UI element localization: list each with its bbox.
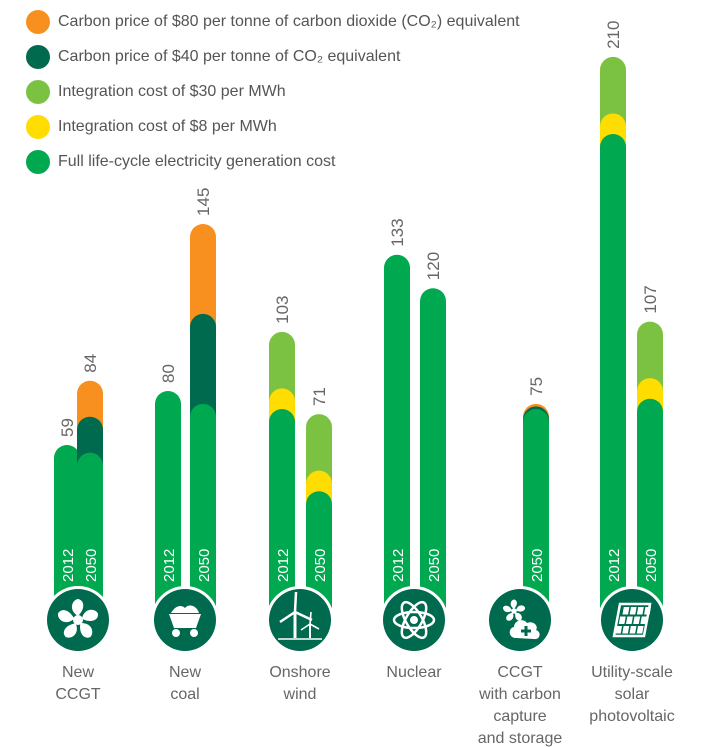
value-label: 103 [273,296,292,324]
category-label-line: capture [493,708,547,725]
category-label-line: CCGT [55,686,101,703]
category-label-line: photovoltaic [589,708,675,725]
legend-label: Carbon price of $80 per tonne of carbon … [58,12,520,30]
year-label: 2050 [529,549,546,582]
legend-item-integ8: Integration cost of $8 per MWh [26,109,520,144]
year-label: 2012 [390,549,407,582]
bar-2012: 59 2012 [54,418,80,620]
value-label: 120 [424,252,443,280]
bar-2012: 210 2012 [600,21,626,620]
icon-circle [269,589,331,651]
wind-turbine-icon [278,591,322,640]
category-group: 80 2012 145 2050 [151,188,219,654]
category-label-line: solar [614,686,650,703]
category-label-line: CCGT [497,664,543,681]
bar-segment-base [523,408,549,620]
category-label-line: New [168,664,201,681]
year-label: 2050 [83,549,100,582]
bar-segment-base [269,408,295,620]
year-label: 2012 [275,549,292,582]
legend-swatch [26,149,50,174]
category-label-line: Nuclear [386,664,442,681]
category-group: 59 2012 84 2050 [44,354,112,654]
bar-segment-base [77,452,103,620]
value-label: 210 [604,21,623,49]
bar-segment-base [384,254,410,621]
bar-2050: 84 2050 [77,354,103,620]
bar-2050: 71 2050 [306,387,332,620]
legend-swatch [26,9,50,34]
category-label: Utility-scale solar photovoltaic [567,662,697,728]
value-label: 80 [159,364,178,383]
category-label: Onshore wind [235,662,365,706]
value-label: 75 [527,377,546,396]
category-group: 210 2012 107 2050 [598,21,666,654]
category-group: 103 2012 71 2050 [266,296,334,654]
year-label: 2050 [426,549,443,582]
bar-2050: 120 2050 [420,252,446,620]
legend-item-base: Full life-cycle electricity generation c… [26,144,520,179]
year-label: 2012 [606,549,623,582]
category-label: Nuclear [349,662,479,684]
category-label-line: Utility-scale [591,664,673,681]
legend-label: Integration cost of $8 per MWh [58,117,277,135]
coal-cart-icon [169,605,201,637]
category-label: CCGT with carbon capture and storage [455,662,585,747]
category-label-line: coal [170,686,200,703]
legend-label: Full life-cycle electricity generation c… [58,152,336,170]
bar-segment-base [637,398,663,620]
bar-2012: 80 2012 [155,364,181,620]
value-label: 59 [58,418,77,437]
bar-2050: 107 2050 [637,285,663,620]
category-label-line: Onshore [269,664,331,681]
legend-item-carbon40: Carbon price of $40 per tonne of CO₂ equ… [26,39,520,74]
category-label-line: wind [283,686,317,703]
category-label-line: New [61,664,94,681]
bar-2012: 133 2012 [384,218,410,621]
legend-item-integ30: Integration cost of $30 per MWh [26,74,520,109]
bar-2050: 145 2050 [190,188,216,620]
turbine-fan-icon [58,599,98,638]
value-label: 145 [194,188,213,216]
ccs-icon [503,599,540,640]
bar-segment-base [190,403,216,620]
value-label: 133 [388,218,407,246]
year-label: 2012 [60,549,77,582]
bar-segment-base [306,491,332,620]
category-label-line: and storage [477,730,563,747]
bar-2050: 75 2050 [523,377,549,620]
value-label: 107 [641,285,660,313]
year-label: 2050 [312,549,329,582]
bar-segment-base [600,134,626,620]
value-label: 71 [310,387,329,406]
category-label-line: with carbon [479,686,561,703]
category-group: 75 2050 [486,377,554,654]
category-label: New coal [120,662,250,706]
legend-label: Carbon price of $40 per tonne of CO₂ equ… [58,47,401,65]
category-group: 133 2012 120 2050 [380,218,448,654]
category-label: New CCGT [13,662,143,706]
solar-panel-icon [612,602,652,638]
legend-swatch [26,114,50,139]
year-label: 2050 [643,549,660,582]
bar-segment-base [155,391,181,620]
value-label: 84 [81,354,100,373]
bar-segment-base [54,444,80,620]
legend-swatch [26,44,50,69]
legend-item-carbon80: Carbon price of $80 per tonne of carbon … [26,4,520,39]
legend: Carbon price of $80 per tonne of carbon … [26,4,520,179]
bar-2012: 103 2012 [269,296,295,620]
legend-swatch [26,79,50,104]
bar-segment-base [420,288,446,620]
legend-label: Integration cost of $30 per MWh [58,82,286,100]
year-label: 2050 [196,549,213,582]
year-label: 2012 [161,549,178,582]
atom-icon [392,600,436,640]
